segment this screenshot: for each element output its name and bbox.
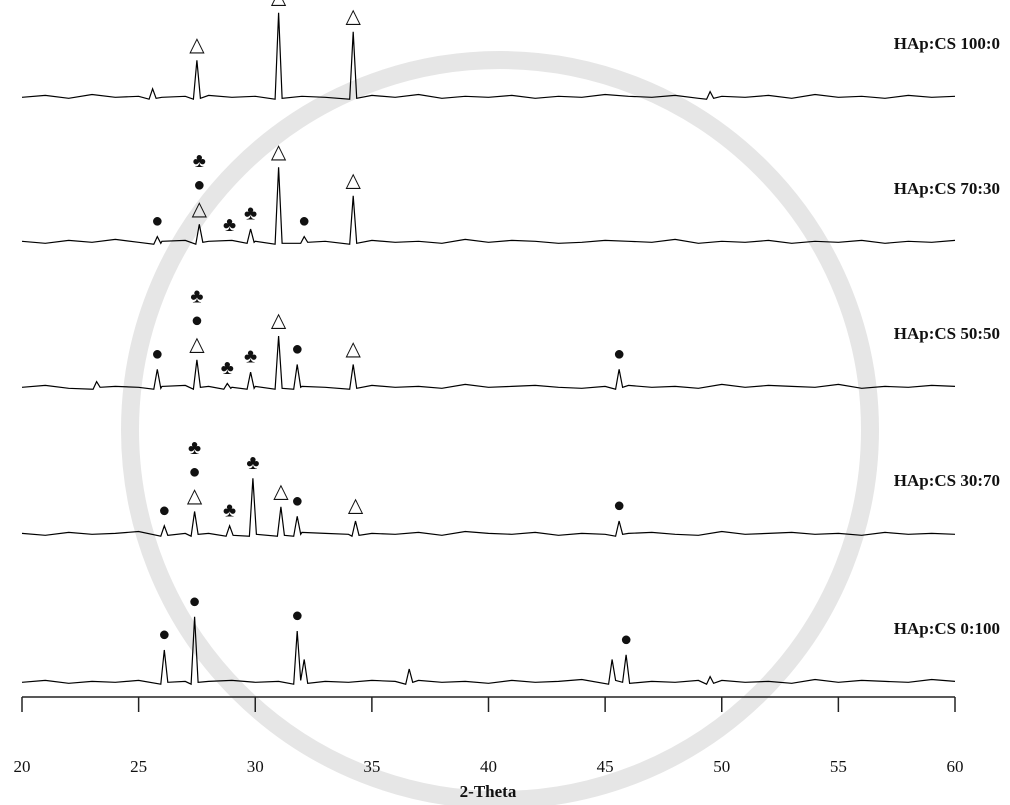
peak-marker: △	[189, 34, 205, 56]
peak-marker: ●	[298, 210, 310, 232]
peak-marker: △	[271, 0, 287, 8]
peak-marker: ●	[291, 605, 303, 627]
xrd-trace	[21, 478, 956, 538]
xrd-trace	[21, 167, 956, 246]
peak-marker: ♣	[244, 203, 257, 225]
peak-marker: ●	[291, 490, 303, 512]
x-tick-label: 40	[480, 757, 497, 776]
peak-marker: △	[273, 480, 289, 502]
peak-marker: ♣	[223, 499, 236, 521]
x-tick-label: 30	[247, 757, 264, 776]
x-tick-label: 60	[947, 757, 964, 776]
peak-marker: ●	[158, 499, 170, 521]
peak-marker: ●	[613, 343, 625, 365]
peak-marker: ♣	[246, 452, 259, 474]
x-tick-label: 25	[130, 757, 147, 776]
series-label: HAp:CS 50:50	[894, 324, 1000, 343]
series-label: HAp:CS 100:0	[894, 34, 1000, 53]
x-tick-label: 45	[597, 757, 614, 776]
peak-marker: ♣	[221, 357, 234, 379]
peak-marker: ♣	[188, 437, 201, 459]
x-tick-label: 50	[713, 757, 730, 776]
peak-marker: △	[348, 495, 364, 517]
peak-marker: ●	[189, 461, 201, 483]
peak-marker: △	[346, 5, 362, 27]
peak-marker: △	[189, 333, 205, 355]
peak-marker: △	[192, 198, 208, 220]
peak-marker: ●	[620, 628, 632, 650]
peak-marker: ♣	[193, 150, 206, 172]
peak-marker: ●	[613, 495, 625, 517]
x-tick-label: 55	[830, 757, 847, 776]
peak-marker: ♣	[244, 346, 257, 368]
xrd-trace	[21, 616, 956, 686]
x-tick-label: 35	[363, 757, 380, 776]
peak-marker: ♣	[223, 214, 236, 236]
peak-marker: △	[271, 310, 287, 332]
watermark	[121, 51, 879, 805]
series-label: HAp:CS 70:30	[894, 179, 1000, 198]
series-label: HAp:CS 0:100	[894, 619, 1000, 638]
peak-marker: ♣	[190, 285, 203, 307]
peak-marker: ●	[291, 338, 303, 360]
peak-marker: △	[187, 485, 203, 507]
peak-marker: ●	[193, 174, 205, 196]
peak-marker: △	[346, 169, 362, 191]
peak-marker: △	[346, 338, 362, 360]
peak-marker: ●	[191, 309, 203, 331]
series-label: HAp:CS 30:70	[894, 471, 1000, 490]
peak-marker: △	[271, 141, 287, 163]
xrd-trace	[21, 335, 956, 391]
peak-marker: ●	[158, 624, 170, 646]
xrd-trace	[21, 12, 956, 101]
peak-marker: ●	[151, 210, 163, 232]
peak-marker: ●	[189, 590, 201, 612]
x-axis-label: 2-Theta	[460, 782, 517, 801]
peak-marker: ●	[151, 343, 163, 365]
x-tick-label: 20	[14, 757, 31, 776]
